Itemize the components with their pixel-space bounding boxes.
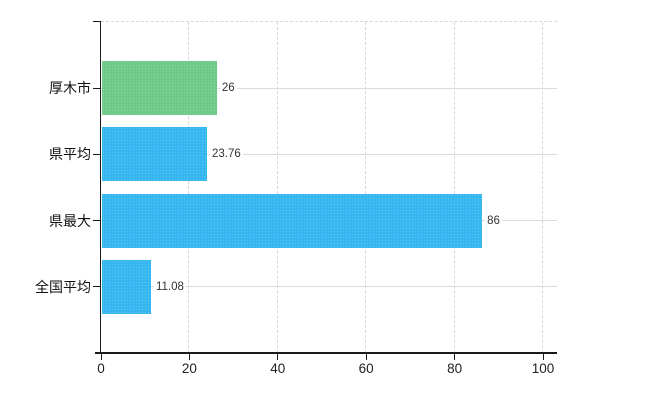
gridline-vertical: [542, 22, 543, 353]
bar-value-label: 86: [485, 212, 502, 229]
bar: [102, 193, 483, 248]
bar: [102, 259, 151, 314]
bar: [102, 61, 217, 116]
x-tick-label: 0: [97, 361, 105, 376]
gridline-horizontal: [101, 286, 557, 288]
bar-value-label: 26: [219, 80, 237, 97]
x-tick-label: 60: [358, 361, 374, 376]
x-axis-tick: [542, 353, 544, 360]
category-label: 県最大: [49, 212, 91, 229]
x-axis: [95, 352, 557, 354]
x-axis-tick: [188, 353, 190, 360]
gridline-vertical: [188, 22, 190, 353]
x-tick-label: 80: [447, 361, 463, 376]
x-axis-tick: [454, 353, 456, 360]
y-axis-tick: [93, 286, 101, 288]
y-axis-tick: [93, 153, 101, 155]
gridline-vertical: [453, 22, 455, 353]
category-label: 厚木市: [49, 80, 91, 97]
x-tick-label: 40: [270, 361, 286, 376]
category-label: 全国平均: [35, 278, 91, 295]
y-axis-tick: [93, 220, 101, 222]
x-axis-tick: [277, 353, 279, 360]
y-axis-end-tick: [93, 21, 101, 22]
bar: [102, 127, 208, 182]
gridline-horizontal: [101, 87, 557, 89]
x-axis-tick: [100, 353, 102, 360]
y-axis-tick: [93, 87, 101, 89]
y-axis: [99, 21, 101, 353]
gridline-top: [101, 21, 557, 22]
x-tick-label: 20: [181, 361, 197, 376]
bar-value-label: 23.76: [210, 146, 243, 163]
gridline-vertical: [276, 22, 278, 353]
gridline-horizontal: [101, 153, 557, 155]
category-label: 県平均: [49, 146, 91, 163]
x-tick-label: 100: [531, 361, 555, 376]
gridline-vertical: [365, 22, 367, 353]
x-axis-tick: [365, 353, 367, 360]
bar-value-label: 11.08: [153, 278, 186, 295]
